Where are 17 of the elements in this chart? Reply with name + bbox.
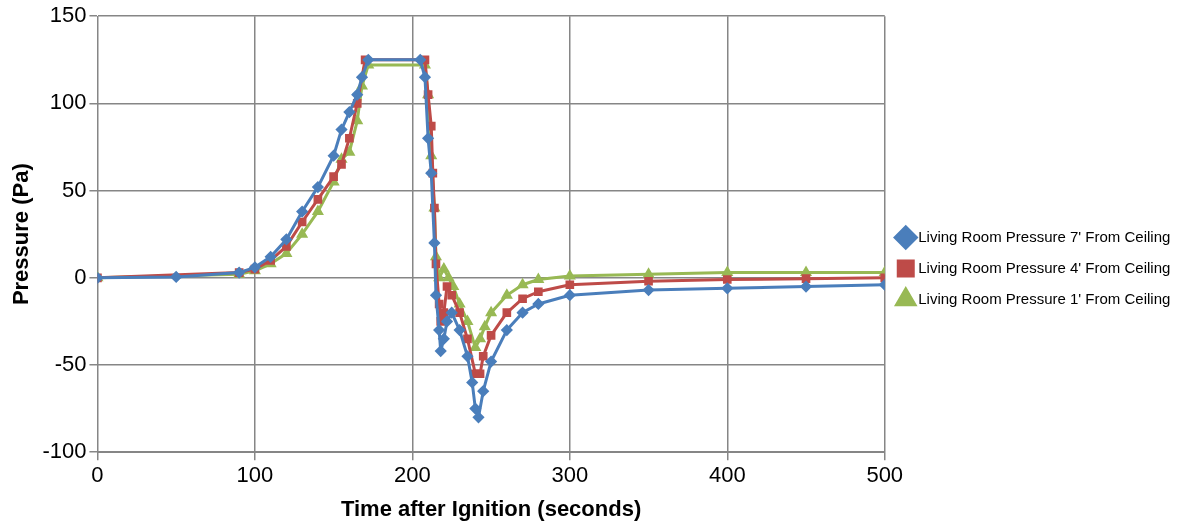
x-tick-label: 100	[236, 462, 274, 488]
y-tick-label: -100	[42, 438, 87, 464]
y-tick-label: 100	[49, 89, 87, 115]
y-tick-label: 0	[74, 263, 87, 289]
x-tick-label: 0	[91, 462, 104, 488]
legend-label: Living Room Pressure 7' From Ceiling	[918, 227, 1171, 245]
x-axis-title: Time after Ignition (seconds)	[340, 495, 642, 521]
x-tick-label: 500	[866, 462, 904, 488]
y-tick-label: 50	[61, 176, 87, 202]
legend-label: Living Room Pressure 1' From Ceiling	[918, 289, 1171, 307]
x-tick-label: 200	[394, 462, 431, 488]
y-tick-label: -50	[54, 351, 87, 377]
legend-label: Living Room Pressure 4' From Ceiling	[918, 258, 1171, 276]
x-tick-label: 400	[708, 462, 746, 488]
y-axis-title: Pressure (Pa)	[8, 163, 34, 306]
x-tick-label: 300	[551, 462, 589, 488]
y-tick-label: 150	[49, 2, 87, 28]
